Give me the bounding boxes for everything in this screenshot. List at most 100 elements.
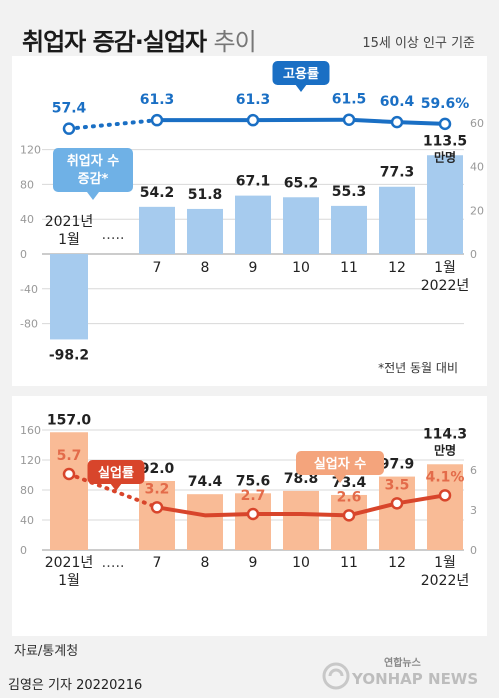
x-tick-label: 2021년 1월 — [45, 555, 94, 589]
left-tick-label: 0 — [20, 544, 27, 557]
logo-emblem — [322, 662, 350, 690]
bar — [235, 195, 271, 254]
right-tick-label: 6 — [470, 464, 477, 477]
footnote: *전년 동월 대비 — [378, 361, 458, 375]
bar-value-label: 97.9 — [380, 457, 415, 473]
rate-label: 4.1% — [426, 469, 465, 485]
bar-value-label: 74.4 — [188, 474, 223, 490]
rate-label: 61.5 — [332, 92, 367, 108]
top-panel: 120 80 40 0 -40 -80 60 40 20 0 -98.2 54.2 51.8 67.1 65… — [12, 56, 487, 386]
bar — [331, 205, 367, 254]
rate-point — [62, 467, 76, 481]
logo-korean: 연합뉴스 — [384, 656, 421, 669]
rate-label: 59.6% — [421, 96, 470, 112]
bar — [139, 206, 175, 254]
rate-line-segment — [67, 118, 159, 131]
right-tick-label: 20 — [470, 204, 484, 217]
rate-point — [342, 509, 356, 522]
rate-point — [390, 115, 404, 129]
rate-line-segment — [67, 472, 159, 510]
series-legend-label: 취업자 수 증감* — [67, 153, 119, 187]
rate-line-segment — [395, 120, 447, 126]
yonhap-logo: 연합뉴스 YONHAP NEWS — [322, 656, 478, 690]
left-tick-label: 80 — [20, 484, 34, 497]
right-tick-label: 40 — [470, 161, 484, 174]
bar-value-label: 92.0 — [140, 461, 175, 477]
basis-note: 15세 이상 인구 기준 — [362, 36, 475, 51]
rate-label: 61.3 — [236, 92, 271, 108]
employment-chart: 120 80 40 0 -40 -80 60 40 20 0 -98.2 54.2 51.8 67.1 65… — [20, 61, 484, 375]
right-tick-label: 60 — [470, 117, 484, 130]
bar — [139, 481, 175, 550]
bar — [379, 186, 415, 254]
x-tick-label: 12 — [388, 555, 406, 571]
bar — [235, 493, 271, 550]
bar — [427, 464, 463, 550]
left-tick-label: 120 — [20, 144, 41, 157]
bar — [50, 254, 88, 340]
rate-legend-label-pointer — [110, 483, 122, 491]
left-tick-label: 0 — [20, 248, 27, 261]
rate-legend-label: 실업률 — [98, 465, 134, 481]
bar-value-label: 67.1 — [236, 174, 271, 190]
title-light: 추이 — [213, 28, 256, 56]
unit-label: 만명 — [434, 149, 456, 164]
rate-label: 5.7 — [57, 448, 82, 464]
bottom-panel: 160 120 80 40 0 6 3 0 157.0 92.0 74.4 75.6 78.8 73.4 9… — [12, 396, 487, 636]
unit-label: 만명 — [434, 442, 456, 457]
rate-point — [150, 113, 164, 127]
x-tick-label: 9 — [249, 260, 258, 276]
bar — [379, 476, 415, 550]
bar — [187, 208, 223, 254]
x-tick-label: 9 — [249, 555, 258, 571]
left-tick-label: 120 — [20, 454, 41, 467]
title-bold: 취업자 증감·실업자 — [22, 28, 207, 56]
x-tick-label: 8 — [201, 555, 210, 571]
bar-value-label: 157.0 — [47, 412, 92, 428]
rate-label: 57.4 — [52, 101, 87, 117]
right-tick-label: 3 — [470, 504, 477, 517]
x-tick-label: 11 — [340, 260, 358, 276]
rate-label: 60.4 — [380, 94, 415, 110]
rate-point — [342, 113, 356, 126]
bar — [427, 155, 463, 254]
rate-point — [246, 113, 260, 127]
rate-point — [246, 507, 260, 521]
bar-value-label: 54.2 — [140, 185, 175, 201]
bar-value-label: 75.6 — [236, 473, 271, 489]
rate-point — [438, 117, 452, 131]
bar — [283, 490, 319, 550]
ellipsis: ….. — [102, 227, 125, 243]
bar — [50, 432, 88, 550]
rate-label: 3.5 — [385, 477, 410, 493]
x-tick-label: 10 — [292, 555, 310, 571]
bar-value-label: -98.2 — [49, 347, 89, 363]
x-tick-label: 2021년 1월 — [45, 214, 94, 248]
left-tick-label: 40 — [20, 514, 34, 527]
bar — [187, 494, 223, 550]
rate-legend-label: 고용률 — [283, 66, 319, 82]
x-tick-label: 12 — [388, 260, 406, 276]
source-text: 자료/통계청 — [14, 644, 79, 659]
logo-english: YONHAP NEWS — [351, 670, 478, 688]
right-tick-label: 0 — [470, 248, 477, 261]
left-tick-label: 160 — [20, 424, 41, 437]
rate-label: 2.6 — [337, 489, 362, 505]
rate-legend-label-pointer — [295, 84, 307, 92]
series-legend-pointer — [87, 192, 99, 200]
rate-label: 61.3 — [140, 92, 175, 108]
x-tick-label: 1월 2022년 — [421, 555, 470, 589]
left-tick-label: -80 — [20, 318, 38, 331]
x-tick-label: 1월 2022년 — [421, 260, 470, 294]
rate-label: 2.7 — [241, 488, 266, 504]
bar — [331, 494, 367, 550]
series-legend-label: 실업자 수 — [314, 456, 366, 472]
x-tick-label: 7 — [153, 555, 162, 571]
bar-value-label: 55.3 — [332, 184, 367, 200]
logo-emblem-arc — [328, 668, 344, 677]
rate-point — [150, 501, 164, 514]
credit-text: 김영은 기자 20220216 — [8, 678, 143, 693]
bar-value-label: 113.5 — [423, 133, 467, 149]
series-legend-box — [296, 451, 384, 475]
